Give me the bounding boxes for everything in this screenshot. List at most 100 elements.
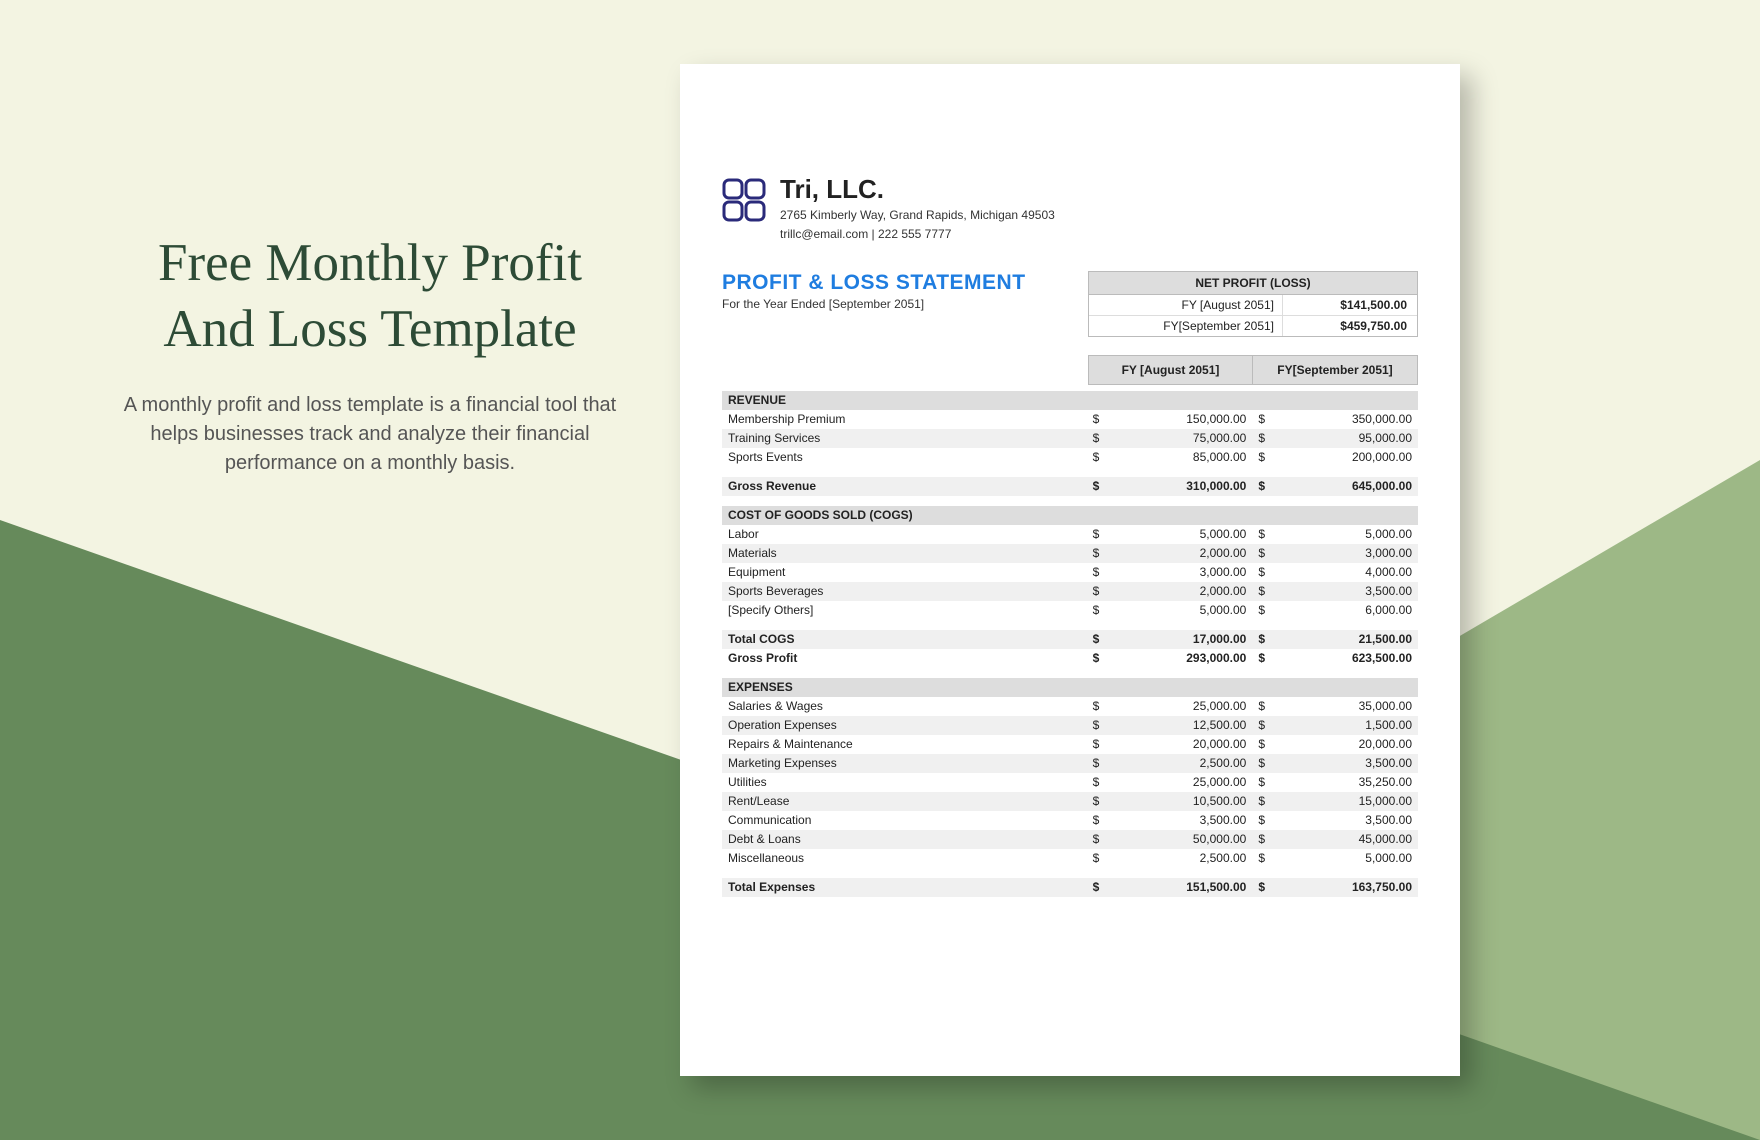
promo-title: Free Monthly Profit And Loss Template xyxy=(115,230,625,363)
amount-fy1: 75,000.00 xyxy=(1105,429,1252,448)
amount-fy2: 200,000.00 xyxy=(1271,448,1418,467)
currency-symbol: $ xyxy=(1252,477,1271,496)
amount-fy2: 4,000.00 xyxy=(1271,563,1418,582)
amount-fy2: 95,000.00 xyxy=(1271,429,1418,448)
net-profit-row-0: FY [August 2051] $141,500.00 xyxy=(1089,295,1417,316)
line-label: Gross Profit xyxy=(722,649,1087,668)
table-row: [Specify Others]$5,000.00$6,000.00 xyxy=(722,601,1418,620)
amount-fy2: 6,000.00 xyxy=(1271,601,1418,620)
amount-fy1: 25,000.00 xyxy=(1105,773,1252,792)
currency-symbol: $ xyxy=(1252,525,1271,544)
table-row: Sports Events$85,000.00$200,000.00 xyxy=(722,448,1418,467)
col-header-fy1: FY [August 2051] xyxy=(1088,355,1253,385)
currency-symbol: $ xyxy=(1087,878,1106,897)
column-headers: FY [August 2051] FY[September 2051] xyxy=(722,355,1418,385)
line-label: Total COGS xyxy=(722,630,1087,649)
line-label: Materials xyxy=(722,544,1087,563)
table-row: Equipment$3,000.00$4,000.00 xyxy=(722,563,1418,582)
line-label: Sports Beverages xyxy=(722,582,1087,601)
table-row: Training Services$75,000.00$95,000.00 xyxy=(722,429,1418,448)
amount-fy2: 3,500.00 xyxy=(1271,811,1418,830)
currency-symbol: $ xyxy=(1252,697,1271,716)
currency-symbol: $ xyxy=(1087,477,1106,496)
line-label: Gross Revenue xyxy=(722,477,1087,496)
currency-symbol: $ xyxy=(1087,716,1106,735)
amount-fy1: 3,000.00 xyxy=(1105,563,1252,582)
amount-fy1: 150,000.00 xyxy=(1105,410,1252,429)
amount-fy1: 17,000.00 xyxy=(1105,630,1252,649)
amount-fy2: 3,000.00 xyxy=(1271,544,1418,563)
amount-fy1: 25,000.00 xyxy=(1105,697,1252,716)
table-row: Membership Premium$150,000.00$350,000.00 xyxy=(722,410,1418,429)
amount-fy1: 12,500.00 xyxy=(1105,716,1252,735)
currency-symbol: $ xyxy=(1087,448,1106,467)
currency-symbol: $ xyxy=(1087,773,1106,792)
amount-fy2: 350,000.00 xyxy=(1271,410,1418,429)
amount-fy1: 85,000.00 xyxy=(1105,448,1252,467)
amount-fy2: 623,500.00 xyxy=(1271,649,1418,668)
amount-fy1: 293,000.00 xyxy=(1105,649,1252,668)
company-name: Tri, LLC. xyxy=(780,174,1055,205)
amount-fy1: 310,000.00 xyxy=(1105,477,1252,496)
table-row: Rent/Lease$10,500.00$15,000.00 xyxy=(722,792,1418,811)
currency-symbol: $ xyxy=(1252,754,1271,773)
currency-symbol: $ xyxy=(1087,429,1106,448)
amount-fy2: 35,000.00 xyxy=(1271,697,1418,716)
line-label: Operation Expenses xyxy=(722,716,1087,735)
amount-fy2: 20,000.00 xyxy=(1271,735,1418,754)
line-label: Debt & Loans xyxy=(722,830,1087,849)
amount-fy2: 3,500.00 xyxy=(1271,582,1418,601)
currency-symbol: $ xyxy=(1087,792,1106,811)
currency-symbol: $ xyxy=(1252,630,1271,649)
line-label: Rent/Lease xyxy=(722,792,1087,811)
amount-fy2: 5,000.00 xyxy=(1271,849,1418,868)
line-label: Repairs & Maintenance xyxy=(722,735,1087,754)
section-header: EXPENSES xyxy=(722,678,1418,697)
statement-period: For the Year Ended [September 2051] xyxy=(722,297,1068,311)
amount-fy2: 1,500.00 xyxy=(1271,716,1418,735)
currency-symbol: $ xyxy=(1087,582,1106,601)
table-row: Labor$5,000.00$5,000.00 xyxy=(722,525,1418,544)
pl-table: REVENUEMembership Premium$150,000.00$350… xyxy=(722,391,1418,897)
table-row: Operation Expenses$12,500.00$1,500.00 xyxy=(722,716,1418,735)
table-row: Total Expenses$151,500.00$163,750.00 xyxy=(722,878,1418,897)
net-profit-label-1: FY[September 2051] xyxy=(1089,316,1282,336)
line-label: Labor xyxy=(722,525,1087,544)
net-profit-box: NET PROFIT (LOSS) FY [August 2051] $141,… xyxy=(1088,271,1418,337)
currency-symbol: $ xyxy=(1252,773,1271,792)
line-label: Utilities xyxy=(722,773,1087,792)
currency-symbol: $ xyxy=(1087,544,1106,563)
currency-symbol: $ xyxy=(1252,649,1271,668)
table-row: Salaries & Wages$25,000.00$35,000.00 xyxy=(722,697,1418,716)
currency-symbol: $ xyxy=(1087,525,1106,544)
currency-symbol: $ xyxy=(1087,811,1106,830)
col-header-fy2: FY[September 2051] xyxy=(1253,355,1418,385)
amount-fy2: 163,750.00 xyxy=(1271,878,1418,897)
table-row: Utilities$25,000.00$35,250.00 xyxy=(722,773,1418,792)
line-label: Sports Events xyxy=(722,448,1087,467)
doc-header: Tri, LLC. 2765 Kimberly Way, Grand Rapid… xyxy=(722,174,1418,243)
amount-fy2: 645,000.00 xyxy=(1271,477,1418,496)
currency-symbol: $ xyxy=(1252,582,1271,601)
currency-symbol: $ xyxy=(1087,849,1106,868)
promo-description: A monthly profit and loss template is a … xyxy=(115,391,625,478)
currency-symbol: $ xyxy=(1252,878,1271,897)
net-profit-value-0: $141,500.00 xyxy=(1282,295,1417,315)
amount-fy1: 20,000.00 xyxy=(1105,735,1252,754)
table-row: Communication$3,500.00$3,500.00 xyxy=(722,811,1418,830)
statement-header-row: PROFIT & LOSS STATEMENT For the Year End… xyxy=(722,271,1418,337)
amount-fy2: 15,000.00 xyxy=(1271,792,1418,811)
currency-symbol: $ xyxy=(1252,735,1271,754)
currency-symbol: $ xyxy=(1252,448,1271,467)
amount-fy2: 35,250.00 xyxy=(1271,773,1418,792)
currency-symbol: $ xyxy=(1252,601,1271,620)
net-profit-value-1: $459,750.00 xyxy=(1282,316,1417,336)
company-contact: trillc@email.com | 222 555 7777 xyxy=(780,226,1055,243)
table-row: Total COGS$17,000.00$21,500.00 xyxy=(722,630,1418,649)
company-address: 2765 Kimberly Way, Grand Rapids, Michiga… xyxy=(780,207,1055,224)
line-label: Membership Premium xyxy=(722,410,1087,429)
currency-symbol: $ xyxy=(1087,649,1106,668)
table-row: Gross Profit$293,000.00$623,500.00 xyxy=(722,649,1418,668)
statement-title: PROFIT & LOSS STATEMENT xyxy=(722,271,1068,295)
amount-fy1: 2,500.00 xyxy=(1105,754,1252,773)
